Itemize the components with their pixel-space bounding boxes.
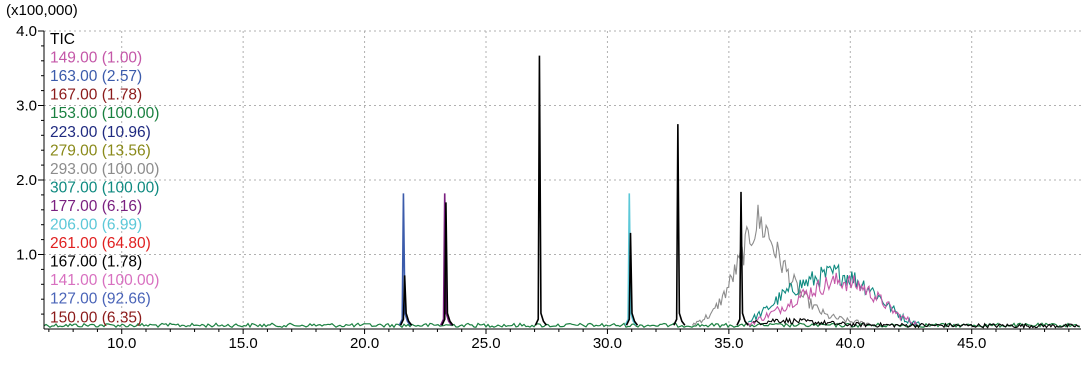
x-tick-label-4: 30.0 <box>593 335 622 352</box>
y-tick-label-3: 4.0 <box>16 23 37 40</box>
peak-7 <box>673 124 686 326</box>
legend-entry-2: 163.00 (2.57) <box>50 68 142 85</box>
legend-mz: 279.00 <box>50 142 98 159</box>
legend-entry-0: TIC <box>50 31 75 48</box>
legend-ratio: (6.35) <box>97 309 142 326</box>
legend-ratio: (1.00) <box>97 50 142 67</box>
legend-ratio: (64.80) <box>97 235 150 252</box>
axes: 10.0 15.0 20.0 25.0 30.0 35.0 40.0 45.0 1.0 2.0 3.… <box>16 23 1081 352</box>
legend-entry-4: 153.00 (100.00) <box>50 105 159 122</box>
legend-ratio: (6.16) <box>97 198 142 215</box>
legend-mz: 177.00 <box>50 198 98 215</box>
x-tick-label-2: 20.0 <box>350 335 379 352</box>
legend-ratio: (1.78) <box>97 254 142 271</box>
legend-entry-11: 261.00 (64.80) <box>50 235 151 252</box>
legend-mz: 149.00 <box>50 50 98 67</box>
legend-entry-9: 177.00 (6.16) <box>50 198 142 215</box>
legend-mz: 141.00 <box>50 272 98 289</box>
legend-mz: 163.00 <box>50 68 98 85</box>
peak-8 <box>736 191 749 326</box>
legend-entry-3: 167.00 (1.78) <box>50 87 142 104</box>
series-layer <box>43 55 1081 330</box>
x-tick-label-3: 25.0 <box>471 335 500 352</box>
legend-entry-1: 149.00 (1.00) <box>50 50 142 67</box>
peak-0 <box>398 193 412 326</box>
legend-mz: 150.00 <box>50 309 98 326</box>
legend-ratio: (100.00) <box>97 179 159 196</box>
legend-mz: TIC <box>50 31 75 48</box>
legend-mz: 167.00 <box>50 254 98 271</box>
legend-entry-5: 223.00 (10.96) <box>50 124 151 141</box>
legend-entry-7: 293.00 (100.00) <box>50 161 159 178</box>
legend-ratio: (10.96) <box>97 124 150 141</box>
legend-mz: 223.00 <box>50 124 98 141</box>
legend: TIC 149.00 (1.00)163.00 (2.57) 167.00 (1.7… <box>50 31 159 326</box>
legend-entry-14: 127.00 (92.66) <box>50 291 151 308</box>
legend-mz: 307.00 <box>50 179 98 196</box>
legend-ratio: (2.57) <box>97 68 142 85</box>
grid-lines <box>44 30 1081 329</box>
band-trace-2 <box>747 272 918 327</box>
legend-ratio: (100.00) <box>97 272 159 289</box>
x-tick-label-0: 10.0 <box>107 335 136 352</box>
legend-mz: 261.00 <box>50 235 98 252</box>
legend-ratio: (1.78) <box>97 87 142 104</box>
legend-mz: 167.00 <box>50 87 98 104</box>
legend-ratio: (13.56) <box>97 142 150 159</box>
legend-entry-15: 150.00 (6.35) <box>50 309 142 326</box>
legend-mz: 127.00 <box>50 291 98 308</box>
peak-4 <box>534 55 548 326</box>
band-trace-3 <box>752 316 1080 330</box>
band-trace-0 <box>691 204 874 327</box>
legend-entry-10: 206.00 (6.99) <box>50 217 142 234</box>
legend-ratio: (92.66) <box>97 291 150 308</box>
legend-ratio: (100.00) <box>97 105 159 122</box>
legend-entry-6: 279.00 (13.56) <box>50 142 151 159</box>
x-tick-label-6: 40.0 <box>836 335 865 352</box>
peak-3 <box>441 202 454 326</box>
y-multiplier-label: (x100,000) <box>6 2 78 19</box>
legend-mz: 293.00 <box>50 161 98 178</box>
legend-mz: 153.00 <box>50 105 98 122</box>
legend-mz: 206.00 <box>50 217 98 234</box>
y-tick-label-0: 1.0 <box>16 247 37 264</box>
legend-ratio: (6.99) <box>97 217 142 234</box>
peak-6 <box>625 232 639 326</box>
legend-entry-13: 141.00 (100.00) <box>50 272 159 289</box>
x-tick-label-7: 45.0 <box>957 335 986 352</box>
peak-1 <box>399 275 413 326</box>
y-tick-label-1: 2.0 <box>16 172 37 189</box>
legend-ratio: (100.00) <box>97 161 159 178</box>
x-tick-label-5: 35.0 <box>714 335 743 352</box>
y-tick-label-2: 3.0 <box>16 98 37 115</box>
legend-entry-12: 167.00 (1.78) <box>50 254 142 271</box>
x-tick-label-1: 15.0 <box>229 335 258 352</box>
legend-entry-8: 307.00 (100.00) <box>50 179 159 196</box>
